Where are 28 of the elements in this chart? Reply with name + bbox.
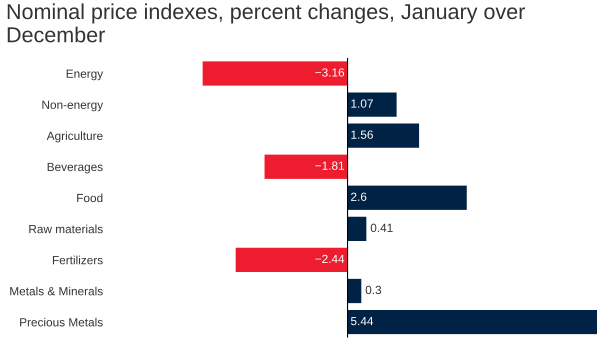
y-tick-label: Fertilizers [52,256,103,264]
y-tick-label: Raw materials [29,224,103,234]
y-tick-label: Precious Metals [20,318,103,326]
chart-title: Nominal price indexes, percent changes, January over December [8,3,525,42]
bar [348,310,597,334]
bar [348,186,467,210]
bar [236,248,348,272]
data-label: 0.41 [370,224,393,232]
y-tick-label: Non-energy [42,100,104,112]
data-label: 5.44 [350,316,374,326]
bar [348,124,420,148]
data-label: −2.44 [315,254,344,263]
data-label: 0.3 [366,286,382,294]
data-label: −3.16 [315,68,344,77]
y-tick-label: Beverages [48,162,103,174]
bar [264,154,348,179]
data-label: 2.6 [351,192,366,201]
bar [348,92,397,117]
data-label: 1.07 [351,99,373,108]
data-label: 1.56 [351,130,373,139]
bar [348,278,362,304]
bar [202,61,348,86]
data-label: −1.81 [315,162,344,170]
y-tick-label: Agriculture [46,131,103,142]
y-tick-label: Energy [66,70,104,80]
y-tick-label: Metals & Minerals [10,286,103,296]
y-tick-label: Food [77,194,102,202]
bar [348,216,366,241]
